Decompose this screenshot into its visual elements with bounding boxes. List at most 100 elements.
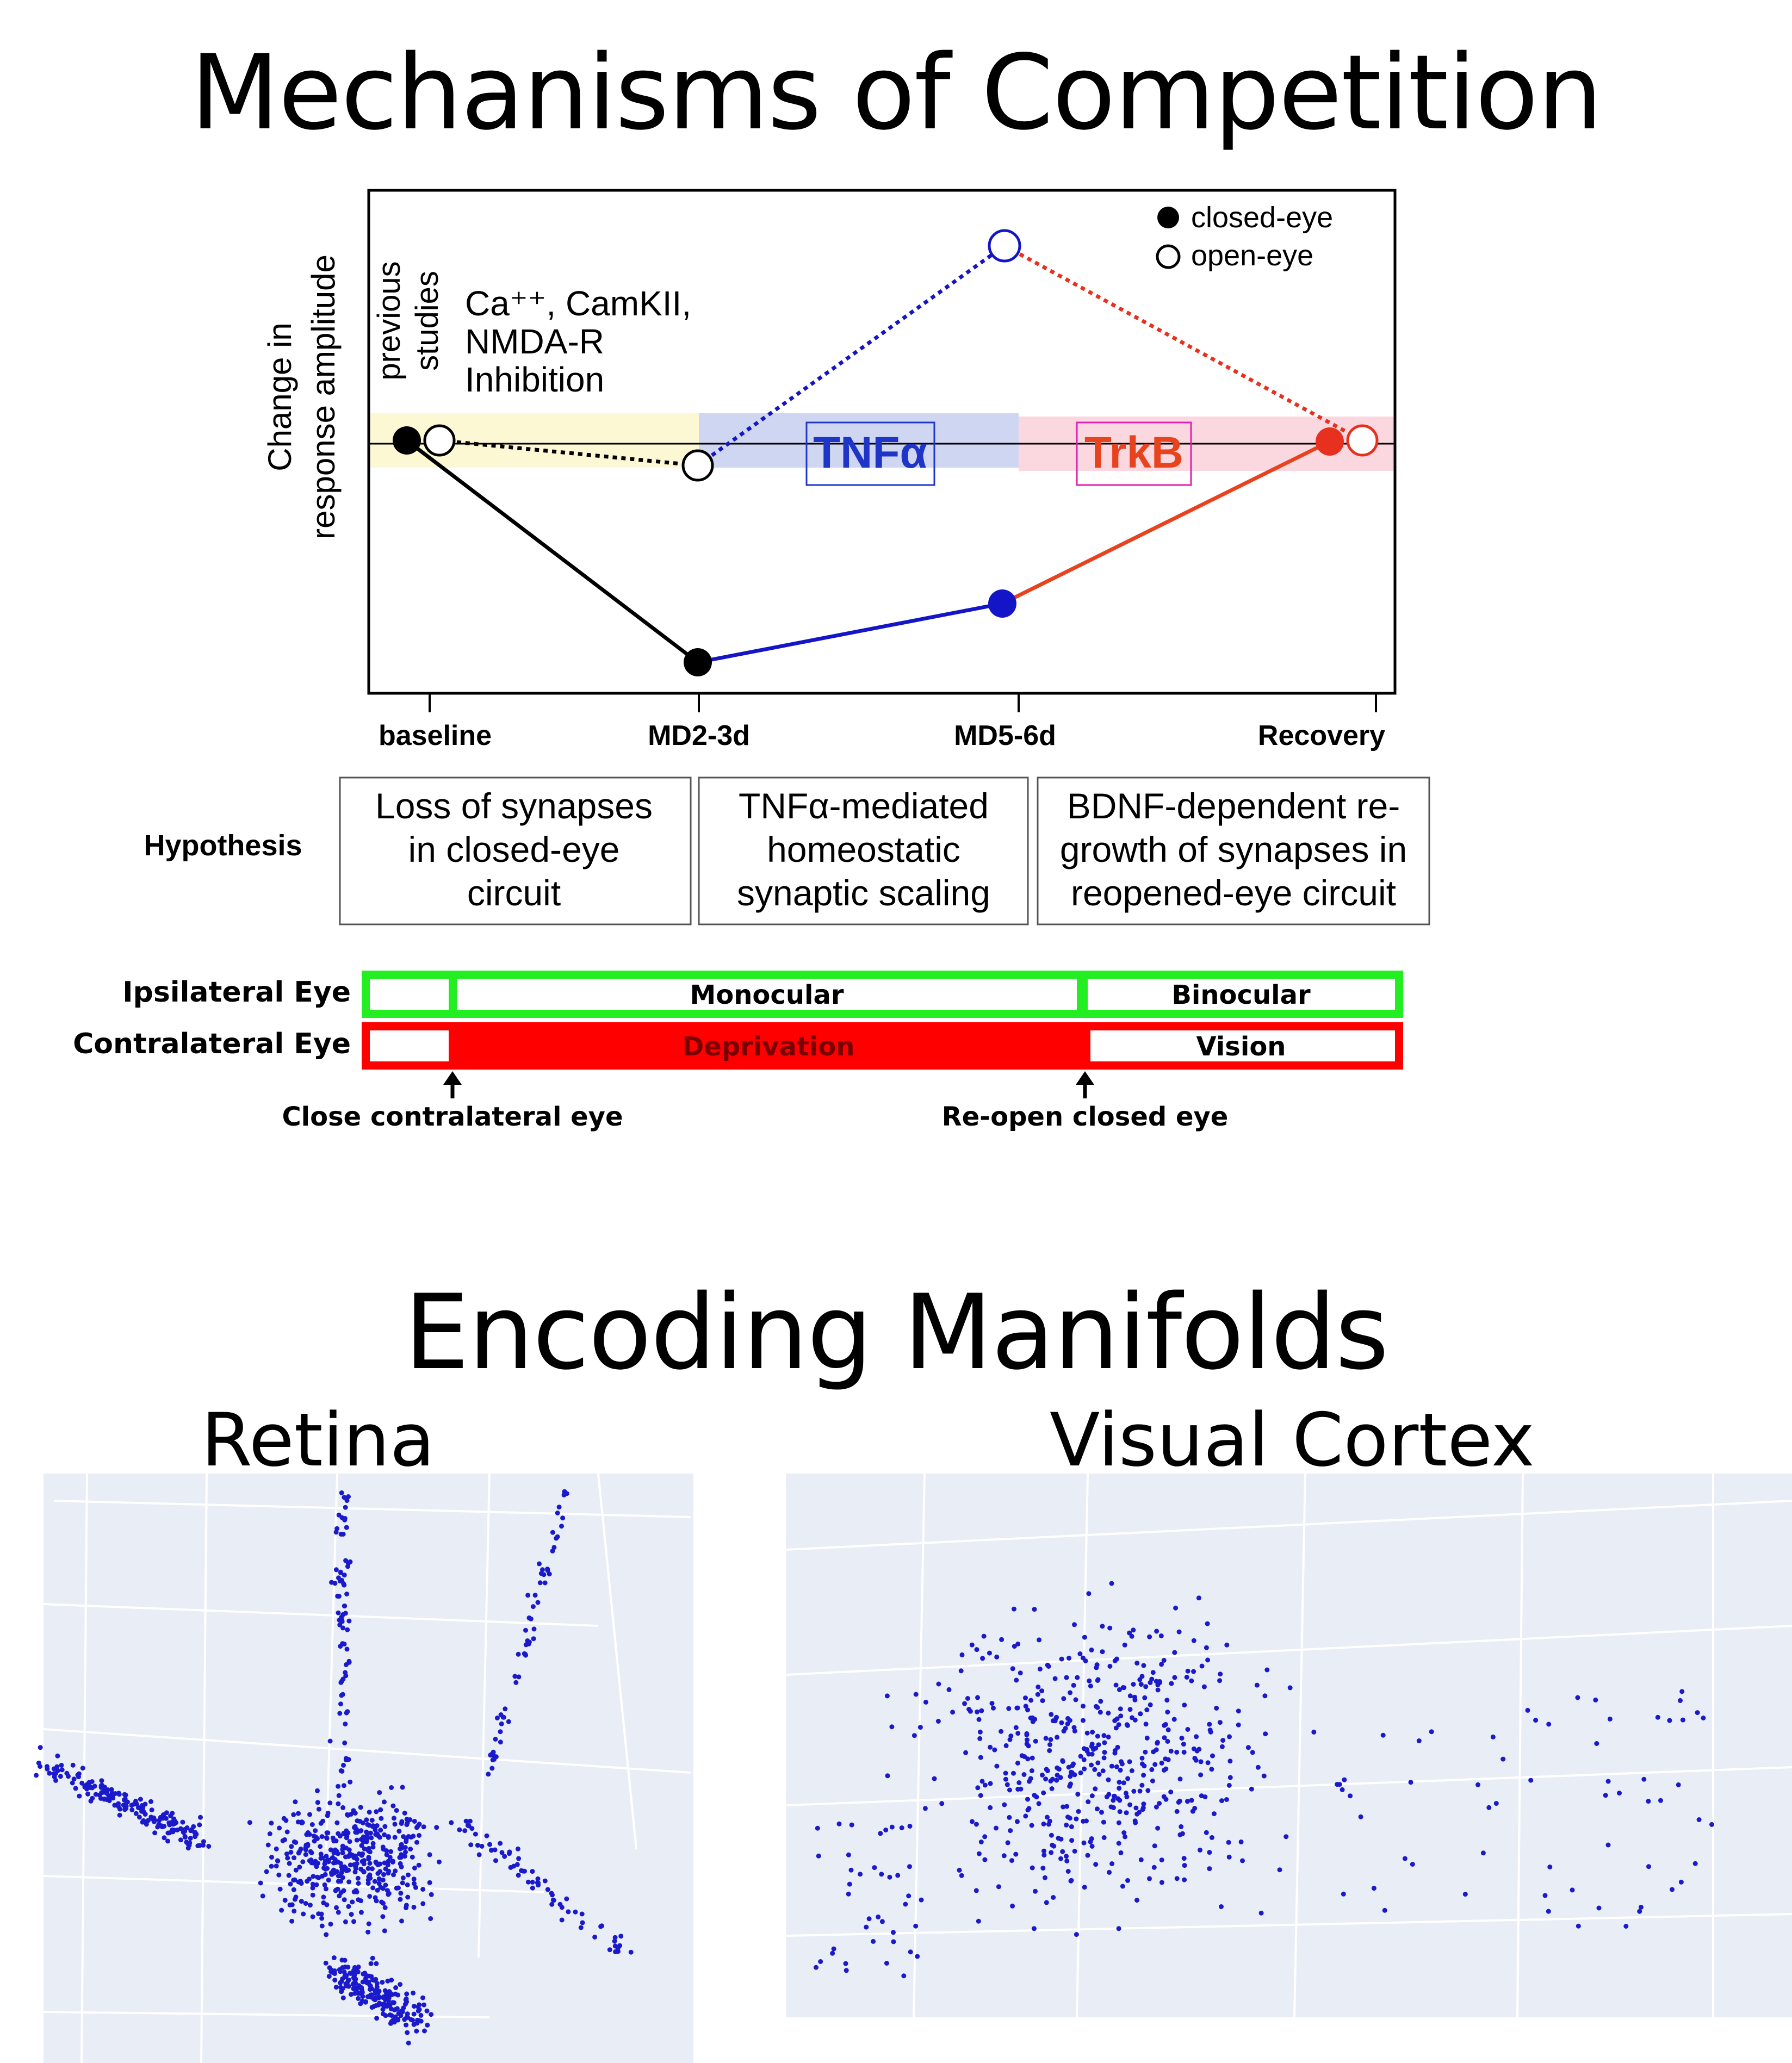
data-point [528, 1616, 534, 1621]
data-point [354, 1861, 359, 1866]
data-point [1044, 1900, 1049, 1905]
hypothesis-label: Hypothesis [144, 829, 302, 862]
data-point [394, 1808, 399, 1813]
grid-line [200, 1473, 208, 2063]
data-point [373, 1860, 379, 1865]
data-point [352, 1811, 358, 1816]
data-point [340, 1995, 346, 2000]
data-point [334, 1526, 340, 1531]
data-point [525, 1593, 531, 1598]
data-point [1163, 1766, 1169, 1772]
data-point [513, 1680, 519, 1685]
data-point [1106, 1792, 1112, 1797]
data-point [361, 1868, 366, 1874]
data-point [1201, 1684, 1207, 1689]
data-point [117, 1812, 122, 1818]
data-point [310, 1881, 315, 1887]
data-point [360, 1820, 365, 1825]
data-point [848, 1867, 854, 1873]
data-point [399, 1819, 405, 1824]
data-point [1018, 1670, 1023, 1676]
data-point [1064, 1854, 1069, 1859]
data-point [360, 1851, 365, 1856]
data-point [411, 1990, 416, 1996]
data-point [523, 1627, 528, 1633]
data-point [1049, 1832, 1054, 1838]
data-point [148, 1799, 153, 1804]
data-point [377, 1835, 382, 1840]
data-point [1182, 1863, 1187, 1868]
data-point [871, 1938, 876, 1944]
data-point [1148, 1680, 1153, 1685]
data-point [366, 1921, 371, 1927]
data-point [404, 2015, 410, 2020]
data-point [82, 1783, 88, 1788]
data-point [1112, 1658, 1118, 1663]
data-point [476, 1852, 482, 1857]
data-point [1032, 1793, 1037, 1798]
data-point [162, 1824, 167, 1829]
data-point [160, 1816, 165, 1821]
data-point [1226, 1854, 1232, 1860]
data-point [123, 1792, 128, 1798]
data-point [151, 1817, 156, 1822]
data-point [551, 1898, 556, 1903]
data-point [982, 1857, 988, 1862]
data-point [1058, 1775, 1063, 1780]
data-point [550, 1892, 555, 1898]
data-point [1138, 1711, 1143, 1717]
data-point [395, 1992, 401, 1998]
data-point [1157, 1679, 1162, 1684]
data-point [1147, 1634, 1152, 1639]
data-point [365, 1929, 371, 1935]
data-point [1226, 1782, 1232, 1788]
data-point [1046, 1664, 1051, 1669]
data-point [1140, 1807, 1145, 1812]
data-point [1053, 1716, 1059, 1720]
data-point [55, 1753, 60, 1758]
data-point [974, 1647, 979, 1652]
data-point [1154, 1747, 1159, 1753]
data-point [353, 1980, 358, 1986]
data-point [410, 1854, 415, 1860]
data-point [612, 1943, 618, 1949]
data-point [411, 2011, 417, 2017]
data-point [520, 1868, 526, 1874]
data-point [978, 1793, 983, 1798]
data-point [1102, 1750, 1107, 1755]
data-point [395, 2017, 401, 2023]
data-point [973, 1822, 979, 1827]
data-point [1078, 1770, 1083, 1775]
data-point [359, 1998, 365, 2004]
data-point [367, 1872, 373, 1878]
data-point [396, 1829, 402, 1834]
data-point [366, 1855, 371, 1860]
data-point [1040, 1698, 1045, 1704]
data-point [434, 1825, 439, 1830]
data-point [418, 2018, 424, 2024]
data-point [319, 1834, 325, 1840]
data-point [1100, 1649, 1105, 1655]
data-point [932, 1776, 937, 1781]
data-point [526, 1641, 531, 1646]
data-point [1063, 1726, 1068, 1731]
data-point [901, 1973, 907, 1979]
data-point [339, 1865, 344, 1869]
data-point [385, 1888, 390, 1893]
data-point [992, 1747, 997, 1753]
data-point [138, 1797, 143, 1802]
data-point [885, 1773, 890, 1779]
data-point [1058, 1836, 1064, 1842]
data-point [1065, 1716, 1070, 1721]
data-point [287, 1902, 293, 1907]
data-point [402, 1810, 407, 1816]
data-point [370, 1844, 376, 1850]
data-point [98, 1795, 103, 1801]
data-point [387, 2003, 393, 2008]
data-point [1054, 1714, 1059, 1720]
data-point [247, 1820, 252, 1825]
data-point [489, 1751, 494, 1757]
data-point [1071, 1725, 1077, 1730]
data-point [366, 1874, 371, 1879]
data-point [486, 1772, 491, 1777]
